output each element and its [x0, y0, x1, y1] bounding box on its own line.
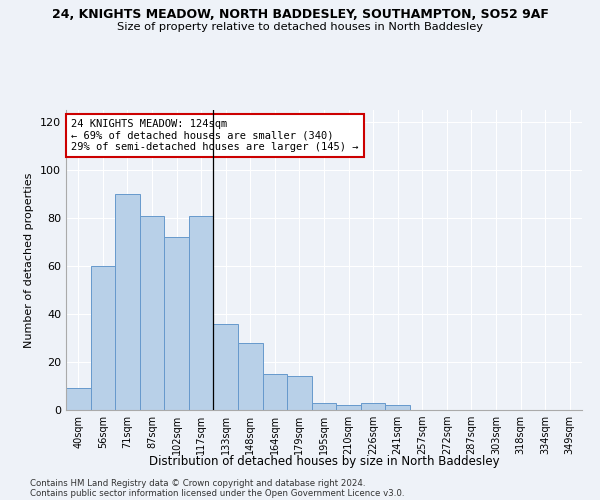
- Text: Contains HM Land Registry data © Crown copyright and database right 2024.: Contains HM Land Registry data © Crown c…: [30, 478, 365, 488]
- Text: Distribution of detached houses by size in North Baddesley: Distribution of detached houses by size …: [149, 455, 499, 468]
- Bar: [287, 376, 312, 410]
- Bar: [214, 324, 238, 410]
- Text: 24 KNIGHTS MEADOW: 124sqm
← 69% of detached houses are smaller (340)
29% of semi: 24 KNIGHTS MEADOW: 124sqm ← 69% of detac…: [71, 119, 359, 152]
- Bar: [312, 403, 336, 410]
- Bar: [140, 216, 164, 410]
- Bar: [189, 216, 214, 410]
- Bar: [361, 403, 385, 410]
- Bar: [164, 237, 189, 410]
- Bar: [66, 388, 91, 410]
- Bar: [91, 266, 115, 410]
- Bar: [336, 405, 361, 410]
- Bar: [238, 343, 263, 410]
- Bar: [263, 374, 287, 410]
- Bar: [115, 194, 140, 410]
- Text: 24, KNIGHTS MEADOW, NORTH BADDESLEY, SOUTHAMPTON, SO52 9AF: 24, KNIGHTS MEADOW, NORTH BADDESLEY, SOU…: [52, 8, 548, 20]
- Text: Size of property relative to detached houses in North Baddesley: Size of property relative to detached ho…: [117, 22, 483, 32]
- Bar: [385, 405, 410, 410]
- Text: Contains public sector information licensed under the Open Government Licence v3: Contains public sector information licen…: [30, 488, 404, 498]
- Y-axis label: Number of detached properties: Number of detached properties: [25, 172, 34, 348]
